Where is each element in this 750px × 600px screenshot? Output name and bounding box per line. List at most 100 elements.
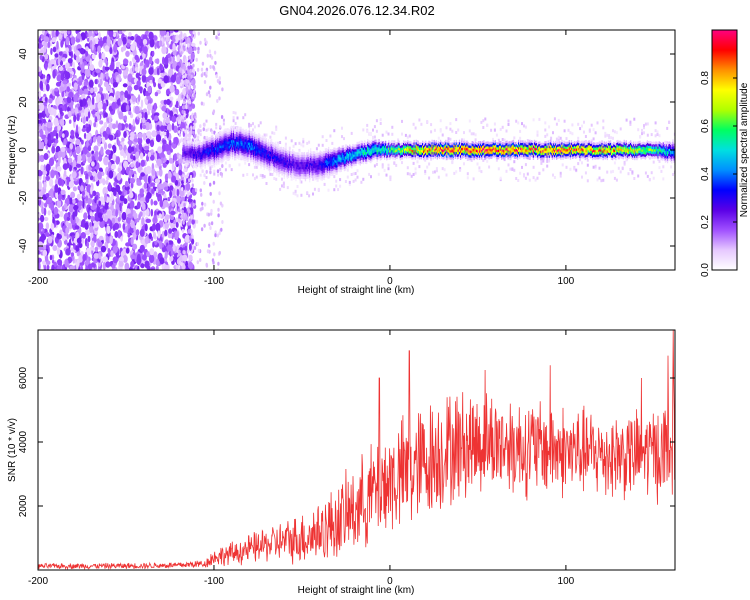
spectrogram-cell bbox=[383, 168, 386, 172]
spectrogram-cell bbox=[209, 226, 212, 230]
spectrogram-cell bbox=[190, 52, 195, 60]
spectrogram-cell bbox=[231, 156, 234, 160]
spectrogram-cell bbox=[192, 202, 195, 207]
spectrogram-cell bbox=[581, 124, 583, 128]
spectrogram-cell bbox=[74, 107, 79, 115]
spectrogram-cell bbox=[187, 261, 194, 270]
spectrogram-cell bbox=[50, 222, 55, 231]
spectrogram-cell bbox=[97, 45, 102, 54]
spectrogram-cell bbox=[48, 157, 55, 167]
spectrogram-cell bbox=[646, 122, 649, 126]
spectrogram-cell bbox=[115, 209, 118, 218]
spectrogram-cell bbox=[132, 65, 135, 73]
spectrogram-cell bbox=[185, 260, 189, 268]
spectrogram-cell bbox=[343, 137, 345, 141]
spectrogram-cell bbox=[151, 188, 155, 194]
spectrogram-cell bbox=[57, 58, 61, 66]
spectrogram-cell bbox=[629, 168, 632, 171]
spectrogram-cell bbox=[219, 168, 222, 171]
spectrogram-cell bbox=[507, 123, 510, 126]
spectrogram-cell bbox=[185, 182, 191, 191]
spectrogram-cell bbox=[154, 115, 159, 121]
spectrogram-cell bbox=[68, 204, 74, 213]
spectrogram-cell bbox=[125, 104, 130, 112]
spectrogram-cell bbox=[107, 143, 112, 149]
spectrogram-cell bbox=[85, 46, 89, 51]
spectrogram-cell bbox=[79, 88, 83, 96]
spectrogram-cell bbox=[641, 132, 643, 136]
spectrogram-cell bbox=[439, 119, 442, 123]
spectrogram-cell bbox=[184, 129, 187, 134]
spectrogram-cell bbox=[78, 126, 81, 135]
spectrogram-cell bbox=[437, 136, 440, 140]
spectrogram-cell bbox=[127, 232, 131, 238]
spectrogram-cell bbox=[105, 261, 111, 268]
spectrogram-cell bbox=[131, 146, 135, 152]
spectrogram-cell bbox=[140, 263, 145, 269]
spectrogram-cell bbox=[67, 67, 73, 73]
spectrogram-cell bbox=[362, 128, 365, 132]
spectrogram-cell bbox=[321, 143, 324, 147]
spectrogram-cell bbox=[197, 50, 200, 54]
spectrogram-cell bbox=[174, 231, 179, 240]
spectrogram-cell bbox=[126, 39, 132, 45]
spectrogram-cell bbox=[45, 175, 50, 181]
spectrogram-cell bbox=[112, 123, 117, 130]
spectrogram-cell bbox=[89, 224, 94, 234]
spectrogram-cell bbox=[196, 260, 199, 265]
spectrogram-cell bbox=[149, 248, 155, 256]
spectrogram-cell bbox=[159, 125, 165, 132]
spectrogram-cell bbox=[77, 185, 81, 191]
spectrogram-cell bbox=[644, 171, 647, 175]
spectrogram-cell bbox=[294, 192, 297, 196]
spectrogram-cell bbox=[60, 146, 66, 152]
spectrogram-cell bbox=[156, 124, 160, 132]
spectrogram-cell bbox=[61, 265, 65, 270]
spectrogram-cell bbox=[169, 190, 173, 199]
spectrogram-cell bbox=[517, 179, 520, 182]
spectrogram-cell bbox=[528, 178, 531, 182]
spectrogram-cell bbox=[540, 161, 543, 165]
spectrogram-cell bbox=[152, 241, 155, 248]
spectrogram-cell bbox=[513, 136, 516, 140]
spectrogram-cell bbox=[273, 177, 276, 180]
spectrogram-cell bbox=[544, 121, 547, 125]
spectrogram-cell bbox=[152, 223, 156, 231]
spectrogram-cell bbox=[83, 132, 87, 139]
spectrogram-cell bbox=[75, 163, 82, 168]
spectrogram-cell bbox=[196, 242, 199, 246]
spectrogram-cell bbox=[656, 130, 659, 134]
spectrogram-cell bbox=[451, 129, 454, 133]
spectrogram-cell bbox=[488, 165, 491, 169]
spectrogram-cell bbox=[73, 93, 78, 103]
spectrogram-cell bbox=[201, 61, 205, 66]
spectrogram-cell bbox=[553, 176, 556, 179]
spectrogram-cell bbox=[259, 134, 261, 137]
spectrogram-cell bbox=[66, 233, 69, 240]
spectrogram-cell bbox=[190, 175, 192, 179]
spectrogram-cell bbox=[98, 51, 102, 60]
spectrogram-cell bbox=[242, 173, 245, 177]
spectrogram-cell bbox=[414, 167, 417, 171]
spectrogram-cell bbox=[139, 211, 143, 217]
spectrogram-cell bbox=[128, 31, 132, 37]
spectrogram-cell bbox=[72, 61, 76, 70]
spectrogram-cell bbox=[142, 108, 148, 113]
spectrogram-cell bbox=[44, 97, 48, 102]
spectrogram-cell bbox=[85, 247, 92, 256]
spectrogram-cell bbox=[168, 157, 174, 164]
spectrogram-cell bbox=[218, 96, 221, 101]
spectrogram-cell bbox=[146, 95, 151, 100]
spectrogram-cell bbox=[42, 249, 48, 257]
spectrogram-cell bbox=[76, 259, 80, 268]
spectrogram-cell bbox=[121, 137, 125, 142]
spectrogram-cell bbox=[173, 30, 179, 33]
spectrogram-cell bbox=[200, 192, 203, 197]
spectrogram-cell bbox=[350, 131, 353, 135]
spectrogram-cell bbox=[90, 205, 96, 211]
spectrogram-cell bbox=[641, 128, 643, 132]
spectrogram-cell bbox=[42, 84, 47, 92]
spectrogram-cell bbox=[283, 176, 285, 179]
spectrogram-cell bbox=[113, 190, 117, 197]
spectrogram-cell bbox=[306, 141, 309, 145]
